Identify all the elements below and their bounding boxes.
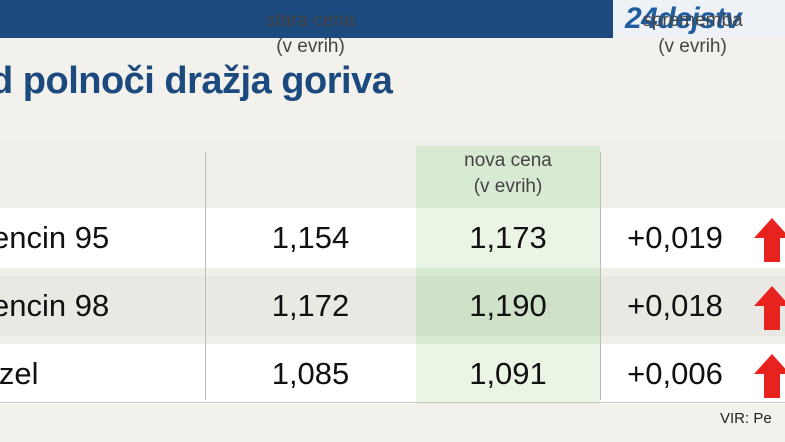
- old-price-header-line1: stara cena: [266, 10, 355, 31]
- up-arrow-icon: [754, 354, 785, 398]
- table-bottom-rule: [0, 402, 785, 403]
- price-change: +0,019: [627, 220, 723, 255]
- brand-logo: 24dejstv: [613, 0, 785, 38]
- up-arrow-icon: [754, 218, 785, 262]
- old-price: 1,172: [271, 288, 350, 323]
- new-price: 1,190: [469, 288, 547, 323]
- fuel-name: izel: [0, 356, 39, 391]
- price-change: +0,006: [627, 356, 723, 391]
- page-title: d polnoči dražja goriva: [0, 60, 393, 102]
- column-header-old-price: stara cena (v evrih): [205, 8, 416, 66]
- change-header-line2: (v evrih): [658, 36, 727, 57]
- price-change: +0,018: [627, 288, 723, 323]
- column-header-change: sprememba (v evrih): [600, 8, 785, 66]
- up-arrow-icon: [754, 286, 785, 330]
- column-divider: [600, 152, 601, 400]
- table-row: encin 95 1,154 1,173 +0,019: [0, 208, 785, 268]
- table-row: izel 1,085 1,091 +0,006: [0, 344, 785, 404]
- old-price: 1,085: [271, 356, 350, 391]
- new-price-cell-bg: [416, 344, 600, 404]
- column-divider: [205, 152, 206, 400]
- new-price: 1,091: [469, 356, 547, 391]
- fuel-name: encin 98: [0, 288, 110, 323]
- new-price-header-line2: (v evrih): [473, 176, 543, 197]
- table-row: encin 98 1,172 1,190 +0,018: [0, 276, 785, 336]
- new-price-header-line1: nova cena: [464, 150, 552, 171]
- change-header-line1: sprememba: [642, 10, 743, 31]
- source-note: VIR: Pe: [720, 410, 772, 427]
- new-price-cell-bg: [416, 208, 600, 268]
- old-price-header-line2: (v evrih): [276, 36, 345, 57]
- old-price: 1,154: [271, 220, 350, 255]
- new-price-cell-bg: [416, 276, 600, 336]
- column-header-new-price: nova cena (v evrih): [416, 148, 600, 206]
- top-banner: 24dejstv: [0, 0, 785, 38]
- fuel-name: encin 95: [0, 220, 110, 255]
- new-price: 1,173: [469, 220, 547, 255]
